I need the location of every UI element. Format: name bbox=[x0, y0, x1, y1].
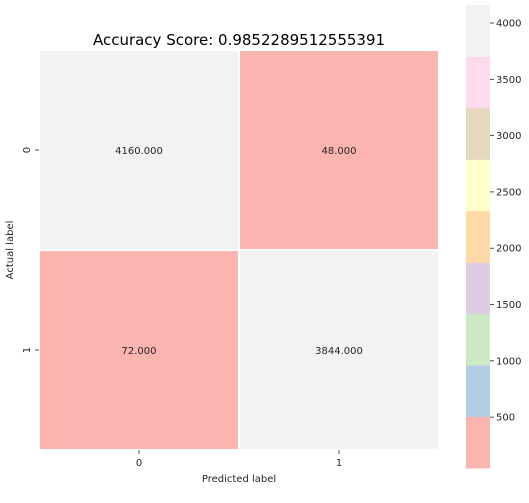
colorbar-segment-4 bbox=[466, 210, 490, 263]
heatmap-cell-1-0 bbox=[38, 249, 240, 451]
colorbar-tick-label-6: 3500 bbox=[496, 75, 521, 86]
colorbar-tick-label-5: 3000 bbox=[496, 131, 521, 142]
colorbar-segment-1 bbox=[466, 365, 490, 418]
cell-value-label-1-0: 72.000 bbox=[122, 346, 157, 357]
x-axis-label: Predicted label bbox=[202, 474, 276, 485]
x-tick-label-0: 0 bbox=[136, 458, 142, 469]
colorbar-segment-5 bbox=[466, 159, 490, 212]
heatmap-cell-0-0 bbox=[38, 49, 240, 251]
colorbar-segment-7 bbox=[466, 56, 490, 109]
cell-value-label-0-1: 48.000 bbox=[322, 146, 357, 157]
colorbar-tick-label-7: 4000 bbox=[496, 19, 521, 30]
cell-value-label-1-1: 3844.000 bbox=[315, 346, 363, 357]
heatmap-cell-0-1 bbox=[238, 49, 440, 251]
colorbar: 500 1000 1500 2000 2500 3000 3500 4000 bbox=[466, 5, 521, 469]
colorbar-segment-6 bbox=[466, 107, 490, 160]
y-tick-label-0: 0 bbox=[22, 147, 33, 153]
colorbar-segment-2 bbox=[466, 313, 490, 366]
colorbar-tick-label-4: 2500 bbox=[496, 187, 521, 198]
chart-title: Accuracy Score: 0.9852289512555391 bbox=[93, 31, 385, 49]
colorbar-tick-label-1: 1000 bbox=[496, 356, 521, 367]
y-axis: 01 bbox=[22, 147, 39, 353]
colorbar-tick-label-2: 1500 bbox=[496, 300, 521, 311]
heatmap-cell-1-1 bbox=[238, 249, 440, 451]
x-tick-label-1: 1 bbox=[336, 458, 342, 469]
y-axis-label: Actual label bbox=[5, 221, 16, 280]
colorbar-segment-0 bbox=[466, 416, 490, 469]
colorbar-tick-label-3: 2000 bbox=[496, 244, 521, 255]
y-tick-label-1: 1 bbox=[22, 347, 33, 353]
colorbar-segment-3 bbox=[466, 262, 490, 315]
colorbar-segment-8 bbox=[466, 5, 490, 57]
cell-value-label-0-0: 4160.000 bbox=[115, 146, 163, 157]
colorbar-tick-label-0: 500 bbox=[496, 413, 515, 424]
heatmap-cells: 4160.000 48.000 72.000 3844.000 bbox=[38, 49, 440, 451]
